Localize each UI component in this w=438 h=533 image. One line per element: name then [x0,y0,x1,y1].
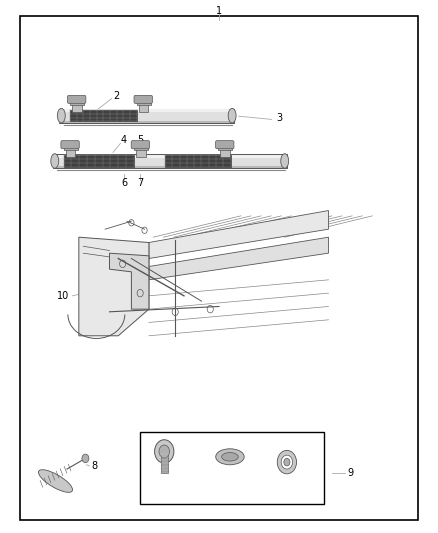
Bar [218,147,232,150]
Circle shape [159,445,170,458]
Bar [64,147,78,150]
Bar [53,166,287,168]
Ellipse shape [39,470,73,492]
Circle shape [155,440,174,463]
Ellipse shape [228,108,236,123]
Bar [137,101,151,104]
Circle shape [277,450,297,474]
Bar [139,103,148,111]
Bar [55,155,285,158]
Bar [70,110,137,122]
Text: 9: 9 [347,469,353,478]
Ellipse shape [222,453,238,461]
Bar [136,149,145,157]
Ellipse shape [57,108,65,123]
Polygon shape [149,211,328,259]
Bar [134,147,148,150]
Bar [72,103,82,111]
Text: 1: 1 [216,6,222,15]
Polygon shape [79,237,149,336]
FancyBboxPatch shape [61,141,79,149]
Text: 8: 8 [91,461,97,471]
Bar [220,149,230,157]
Ellipse shape [51,154,59,168]
Bar [64,155,134,167]
Polygon shape [110,253,149,309]
Text: 3: 3 [276,114,283,123]
Ellipse shape [215,449,244,465]
Text: 7: 7 [137,178,143,188]
Text: 4: 4 [121,135,127,145]
FancyBboxPatch shape [215,141,234,149]
Bar [165,155,231,167]
Text: 6: 6 [121,178,127,188]
Bar [70,101,84,104]
Bar [66,149,75,157]
Bar [61,109,232,112]
FancyBboxPatch shape [134,95,152,103]
Bar [59,109,234,123]
Text: 2: 2 [113,91,119,101]
Bar [161,450,168,473]
Circle shape [82,454,89,463]
Text: 10: 10 [57,291,70,301]
Ellipse shape [281,154,289,168]
Bar [59,121,234,123]
FancyBboxPatch shape [131,141,149,149]
Bar [140,432,324,504]
Text: 5: 5 [137,135,143,145]
Circle shape [284,458,290,466]
Bar [53,154,287,168]
FancyBboxPatch shape [67,95,86,103]
Circle shape [281,455,293,469]
Polygon shape [149,237,328,280]
